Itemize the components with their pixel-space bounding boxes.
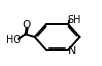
Text: HO: HO [6, 35, 21, 45]
Text: O: O [23, 20, 31, 30]
Text: SH: SH [67, 15, 81, 25]
Text: N: N [68, 46, 76, 56]
